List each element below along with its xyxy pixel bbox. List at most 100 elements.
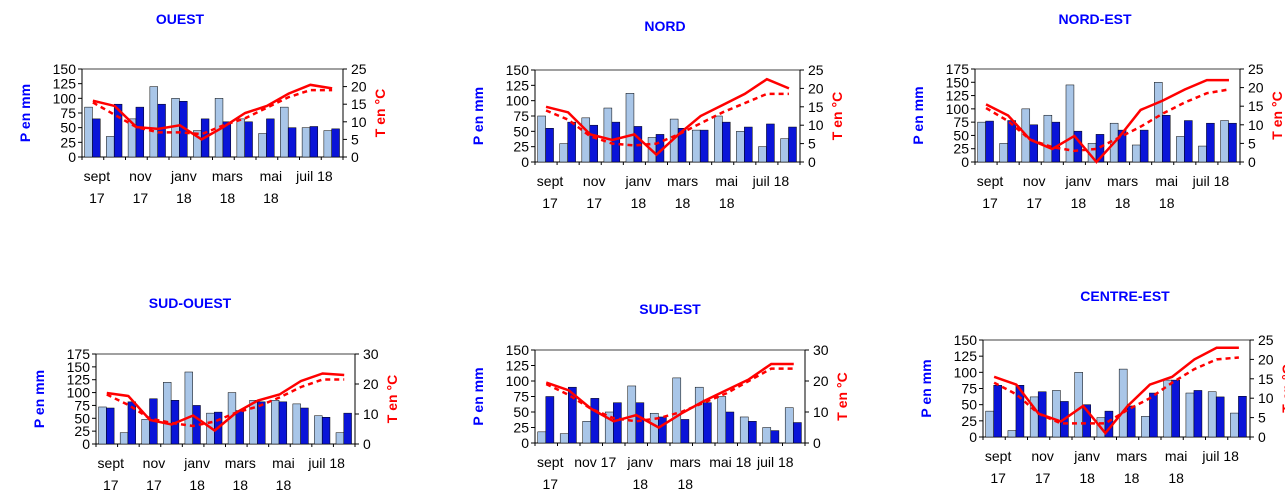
y-tick-label: 150 bbox=[946, 74, 970, 90]
x-tick-label: sept bbox=[537, 173, 564, 189]
x-tick-label-year: 18 bbox=[719, 195, 735, 211]
bar-precip-actual bbox=[287, 127, 297, 158]
y-tick-label: 100 bbox=[506, 93, 530, 109]
bar-precip-normal bbox=[1198, 145, 1207, 163]
bar-precip-normal bbox=[736, 131, 745, 163]
x-tick-label-year: 18 bbox=[189, 477, 205, 493]
bar-precip-actual bbox=[1193, 390, 1203, 438]
y2-tick-label: 10 bbox=[1258, 390, 1274, 406]
bar-precip-normal bbox=[582, 421, 592, 444]
y-axis-label: P en mm bbox=[31, 370, 47, 428]
y-axis-label: P en mm bbox=[470, 367, 486, 425]
bar-precip-actual bbox=[135, 106, 145, 158]
y-tick-label: 125 bbox=[946, 88, 970, 104]
line-temp-normal bbox=[545, 367, 794, 423]
x-tick-label: juil 18 bbox=[756, 454, 794, 470]
x-tick-label: mai bbox=[1155, 173, 1178, 189]
bar-precip-normal bbox=[1065, 84, 1075, 163]
x-tick-label-year: 18 bbox=[1168, 470, 1184, 486]
y-tick-label: 150 bbox=[506, 62, 530, 78]
y-tick-label: 100 bbox=[954, 364, 978, 380]
bar-precip-actual bbox=[699, 129, 709, 163]
bar-precip-normal bbox=[1074, 372, 1083, 438]
y-tick-label: 125 bbox=[67, 372, 91, 388]
bar-precip-normal bbox=[1118, 368, 1128, 438]
y-tick-label: 100 bbox=[67, 385, 91, 401]
bar-precip-normal bbox=[559, 433, 569, 444]
y-tick-label: 0 bbox=[82, 436, 90, 452]
y2-tick-label: 15 bbox=[1258, 371, 1274, 387]
x-tick-label: nov bbox=[143, 455, 166, 471]
bar-precip-normal bbox=[1007, 430, 1017, 438]
x-tick-label-year: 18 bbox=[220, 190, 236, 206]
y-tick-label: 100 bbox=[53, 90, 77, 106]
y-tick-label: 0 bbox=[961, 154, 969, 170]
y-tick-label: 0 bbox=[521, 154, 529, 170]
x-tick-label: juil 18 bbox=[1192, 173, 1230, 189]
y2-tick-label: 30 bbox=[363, 346, 379, 362]
y2-tick-label: 20 bbox=[351, 79, 367, 95]
bar-precip-actual bbox=[611, 121, 621, 163]
x-tick-label: mai bbox=[272, 455, 295, 471]
bar-precip-normal bbox=[758, 146, 767, 163]
y2-tick-label: 10 bbox=[813, 404, 829, 420]
bar-precip-actual bbox=[1238, 396, 1247, 438]
x-tick-label-year: 18 bbox=[632, 476, 648, 492]
y-tick-label: 50 bbox=[953, 127, 969, 143]
y2-tick-label: 5 bbox=[1248, 135, 1256, 151]
y2-tick-label: 5 bbox=[351, 131, 359, 147]
bar-precip-normal bbox=[537, 431, 547, 444]
bar-precip-actual bbox=[766, 123, 775, 163]
y-tick-label: 175 bbox=[946, 61, 970, 77]
x-tick-label: juil 18 bbox=[307, 455, 345, 471]
x-tick-label: janv bbox=[170, 168, 197, 184]
y-tick-label: 150 bbox=[67, 359, 91, 375]
y-tick-label: 25 bbox=[513, 420, 529, 436]
y2-tick-label: 10 bbox=[363, 406, 379, 422]
y2-tick-label: 25 bbox=[351, 61, 367, 77]
bar-precip-normal bbox=[762, 427, 772, 444]
y-tick-label: 75 bbox=[60, 105, 76, 121]
bar-precip-actual bbox=[1082, 404, 1091, 438]
y2-tick-label: 10 bbox=[1248, 117, 1264, 133]
bar-precip-actual bbox=[993, 385, 1002, 438]
chart-panel-sud-est: SUD-EST 0 25 50 75 100 125 150 0 10 20 30 P en mm T e… bbox=[430, 290, 855, 497]
bar-precip-normal bbox=[184, 371, 193, 445]
bar-precip-actual bbox=[1228, 122, 1237, 163]
bar-precip-normal bbox=[672, 377, 682, 444]
x-tick-label: sept bbox=[537, 454, 564, 470]
x-tick-label-year: 17 bbox=[990, 470, 1006, 486]
chart-panel-nord: NORD 0 25 50 75 100 125 150 0 5 10 15 20 25 P en mm T e… bbox=[430, 0, 855, 211]
bar-precip-actual bbox=[106, 407, 115, 445]
x-tick-label-year: 18 bbox=[1159, 195, 1175, 211]
bar-precip-normal bbox=[119, 432, 129, 445]
y-tick-label: 150 bbox=[954, 332, 978, 348]
x-tick-label-year: 18 bbox=[1071, 195, 1087, 211]
bar-precip-actual bbox=[1007, 120, 1016, 163]
bar-precip-actual bbox=[722, 121, 731, 163]
x-tick-label-year: 17 bbox=[1035, 470, 1051, 486]
bar-precip-normal bbox=[236, 118, 245, 158]
x-tick-label: nov bbox=[1031, 448, 1054, 464]
y2-tick-label: 30 bbox=[813, 342, 829, 358]
y2-tick-label: 20 bbox=[808, 80, 824, 96]
y2-tick-label: 0 bbox=[808, 154, 816, 170]
x-tick-label: mars bbox=[225, 455, 256, 471]
bar-precip-actual bbox=[985, 120, 994, 163]
bar-precip-normal bbox=[999, 143, 1008, 163]
bar-precip-actual bbox=[343, 412, 352, 445]
y-axis-label: P en mm bbox=[910, 86, 926, 144]
bar-precip-actual bbox=[321, 417, 331, 445]
y-tick-label: 75 bbox=[74, 397, 90, 413]
x-tick-label: sept bbox=[985, 448, 1012, 464]
bar-precip-actual bbox=[257, 401, 266, 445]
bar-precip-normal bbox=[581, 117, 591, 163]
y2-tick-label: 20 bbox=[363, 376, 379, 392]
x-tick-label-year: 17 bbox=[982, 195, 998, 211]
bar-precip-actual bbox=[278, 401, 288, 445]
y-tick-label: 75 bbox=[953, 114, 969, 130]
y-axis-label: P en mm bbox=[918, 359, 934, 417]
bar-precip-normal bbox=[985, 410, 994, 438]
chart-title: SUD-EST bbox=[639, 301, 701, 317]
y-tick-label: 125 bbox=[53, 76, 77, 92]
